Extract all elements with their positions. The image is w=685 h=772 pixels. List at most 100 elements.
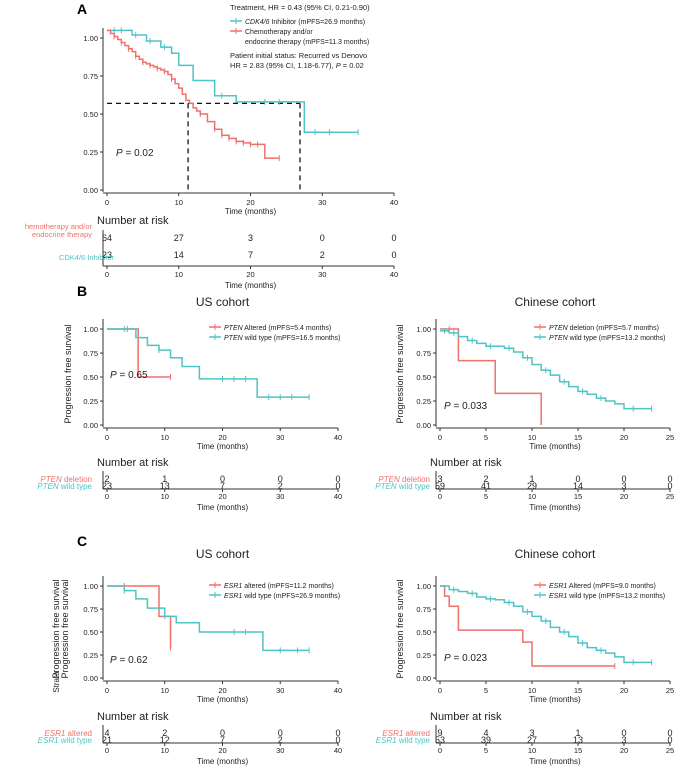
b-us-legend-item-part: wild type (mPFS=16.5 months) xyxy=(243,335,341,342)
a-risk-row-label: CDK4/6 Inhibitor xyxy=(59,253,115,262)
b-cn-risk-x-tick-label: 5 xyxy=(484,492,488,501)
b-us-chart-title: US cohort xyxy=(196,295,250,309)
a-x-tick-label: 40 xyxy=(390,198,398,207)
c-cn-legend-item-part: ESR1 xyxy=(549,593,567,600)
c-us-risk-x-tick-label: 20 xyxy=(218,746,226,755)
c-us-risk-value: 21 xyxy=(102,735,112,745)
b-cn-p-value-part: P xyxy=(444,401,451,412)
c-us-risk-row-label: ESR1 altered xyxy=(44,729,92,738)
b-cn-legend-item-part: PTEN xyxy=(549,335,569,342)
b-us-risk-value: 0 xyxy=(335,481,340,491)
a-y-tick-label: 0.00 xyxy=(83,186,98,195)
b-cn-x-tick-label: 10 xyxy=(528,433,536,442)
b-cn-risk-value: 3 xyxy=(437,474,442,484)
c-cn-risk-row-label-part: ESR1 xyxy=(382,729,403,738)
b-us-legend-item-part: PTEN xyxy=(224,325,244,332)
b-us-risk-row-label: PTEN wild type xyxy=(37,482,92,491)
c-cn-risk-row-label: ESR1 altered xyxy=(382,729,430,738)
c-us-x-tick-label: 30 xyxy=(276,686,284,695)
a-legend-item: Chemotherapy and/or xyxy=(245,29,313,36)
c-cn-risk-value: 0 xyxy=(667,735,672,745)
b-cn-risk-value: 1 xyxy=(529,474,534,484)
c-cn-x-tick-label: 25 xyxy=(666,686,674,695)
panel-label-a: A xyxy=(77,1,87,17)
c-cn-legend-item: ESR1 Altered (mPFS=9.0 months) xyxy=(549,583,656,590)
c-us-y-axis-label-overlap: Progression free survival xyxy=(60,579,70,678)
a-risk-row-label: hemotherapy and/or xyxy=(25,222,93,231)
c-us-legend-item: ESR1 wild type (mPFS=26.9 months) xyxy=(224,593,340,600)
a-risk-value: 64 xyxy=(102,233,112,243)
b-cn-legend-item-part: wild type (mPFS=13.2 months) xyxy=(568,335,666,342)
b-cn-risk-value: 0 xyxy=(667,474,672,484)
panel-label-b: B xyxy=(77,283,87,299)
b-cn-risk-value: 14 xyxy=(573,481,583,491)
c-cn-risk-x-tick-label: 0 xyxy=(438,746,442,755)
c-cn-risk-x-tick-label: 10 xyxy=(528,746,536,755)
b-us-risk-x-tick-label: 30 xyxy=(276,492,284,501)
c-us-risk-x-tick-label: 40 xyxy=(334,746,342,755)
c-cn-risk-value: 3 xyxy=(529,728,534,738)
b-us-risk-value: 1 xyxy=(162,474,167,484)
b-us-risk-value: 23 xyxy=(102,481,112,491)
c-us-risk-row-label-part: ESR1 xyxy=(38,736,59,745)
c-us-legend-item-part: ESR1 xyxy=(224,583,242,590)
b-cn-x-tick-label: 5 xyxy=(484,433,488,442)
b-cn-y-tick-label: 0.50 xyxy=(416,373,431,382)
c-cn-risk-title: Number at risk xyxy=(430,711,502,723)
c-cn-series-0-curve xyxy=(440,585,615,667)
a-y-tick-label: 0.25 xyxy=(83,148,98,157)
b-us-y-tick-label: 1.00 xyxy=(83,325,98,334)
a-risk-value: 0 xyxy=(320,233,325,243)
c-cn-x-tick-label: 20 xyxy=(620,686,628,695)
a-x-tick-label: 10 xyxy=(175,198,183,207)
c-cn-y-tick-label: 1.00 xyxy=(416,582,431,591)
c-cn-series-1-curve xyxy=(440,585,652,664)
a-legend-note-hr-part: P xyxy=(336,61,341,70)
c-us-risk-row-label-part: altered xyxy=(65,729,92,738)
c-us-y-tick-label: 1.00 xyxy=(83,582,98,591)
c-us-p-value: P = 0.62 xyxy=(110,655,148,666)
b-cn-risk-x-tick-label: 15 xyxy=(574,492,582,501)
c-cn-p-value-part: P xyxy=(444,653,451,664)
a-risk-value: 27 xyxy=(174,233,184,243)
c-cn-legend-item-part: ESR1 xyxy=(549,583,567,590)
a-legend-item-part: Inhibitor (mPFS=26.9 months) xyxy=(270,19,366,26)
a-series-0-curve xyxy=(107,29,359,133)
c-us-y-tick-label: 0.25 xyxy=(83,651,98,660)
c-us-series-0-curve xyxy=(107,585,172,648)
c-us-risk-value: 0 xyxy=(335,735,340,745)
a-risk-value: 0 xyxy=(391,233,396,243)
c-cn-risk-x-tick-label: 5 xyxy=(484,746,488,755)
c-us-risk-value: 0 xyxy=(278,728,283,738)
c-us-series-1-curve xyxy=(107,585,310,652)
b-cn-risk-row-label-part: PTEN xyxy=(378,475,400,484)
c-cn-risk-x-tick-label: 15 xyxy=(574,746,582,755)
b-us-legend-item: PTEN wild type (mPFS=16.5 months) xyxy=(224,335,341,342)
b-us-risk-value: 7 xyxy=(220,481,225,491)
b-us-risk-row-label-part: wild type xyxy=(59,482,93,491)
b-cn-risk-value: 3 xyxy=(621,481,626,491)
c-cn-risk-row-label: ESR1 wild type xyxy=(376,736,431,745)
c-us-risk-x-label: Time (months) xyxy=(197,757,249,766)
a-y-tick-label: 0.50 xyxy=(83,110,98,119)
b-us-risk-row-label-part: deletion xyxy=(62,475,92,484)
b-cn-risk-x-tick-label: 20 xyxy=(620,492,628,501)
a-risk-value: 0 xyxy=(391,250,396,260)
b-us-risk-row-label-part: PTEN xyxy=(37,482,59,491)
a-y-tick-label: 0.75 xyxy=(83,72,98,81)
b-cn-legend-item-part: deletion (mPFS=5.7 months) xyxy=(568,325,659,332)
a-risk-x-tick-label: 10 xyxy=(175,270,183,279)
b-cn-series-0-curve xyxy=(440,328,542,425)
c-cn-p-value-part: = 0.023 xyxy=(451,653,488,664)
c-us-risk-value: 4 xyxy=(104,728,109,738)
b-us-x-tick-label: 10 xyxy=(161,433,169,442)
a-legend-note-hr: HR = 2.83 (95% CI, 1.18-6.77), P = 0.02 xyxy=(230,61,364,70)
a-legend-note: Patient initial status: Recurred vs Deno… xyxy=(230,51,367,60)
b-cn-risk-value: 41 xyxy=(481,481,491,491)
b-us-legend-item-part: PTEN xyxy=(224,335,244,342)
b-cn-y-axis-label: Progression free survival xyxy=(395,324,405,423)
b-cn-y-tick-label: 1.00 xyxy=(416,325,431,334)
c-cn-risk-value: 3 xyxy=(621,735,626,745)
b-us-risk-x-tick-label: 40 xyxy=(334,492,342,501)
